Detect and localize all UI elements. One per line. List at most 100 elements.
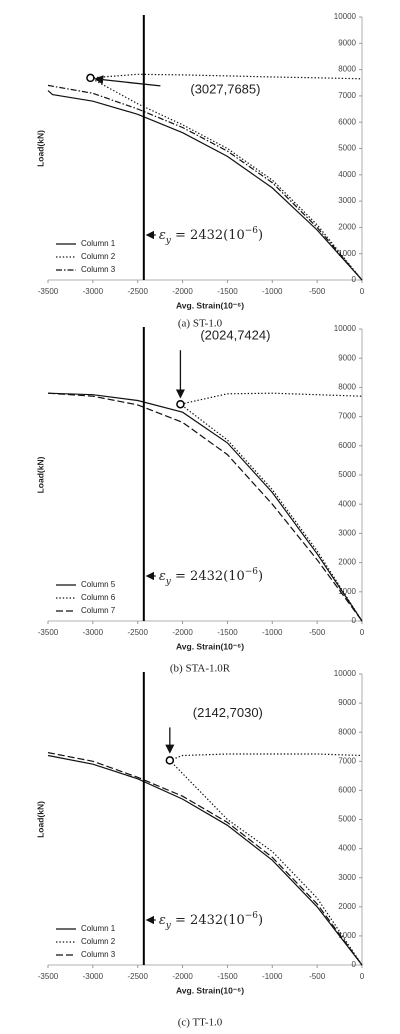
x-tick-label: -1500 [217, 287, 238, 296]
caption: (c) TT-1.0 [178, 1017, 223, 1029]
yield-label-part: ε [159, 569, 166, 584]
legend-label: Column 3 [81, 950, 116, 959]
y-tick-label: 2000 [338, 223, 356, 232]
caption: (a) ST-1.0 [178, 318, 223, 330]
yield-label-part: = 2432(10 [171, 569, 245, 584]
y-tick-label: 2000 [338, 558, 356, 567]
y-tick-label: 1000 [338, 249, 356, 258]
y-tick-label: 0 [352, 616, 357, 625]
peak-marker [165, 756, 175, 765]
yield-label-part: −6 [245, 911, 259, 921]
peak-label: (2024,7424) [200, 328, 270, 343]
yield-label-part: y [165, 577, 172, 587]
x-tick-label: 0 [360, 287, 365, 296]
series-line [47, 392, 363, 622]
x-tick-label: -3500 [38, 628, 59, 637]
x-tick-label: 0 [360, 972, 365, 981]
y-tick-label: 10000 [334, 12, 357, 21]
y-tick-label: 2000 [338, 902, 356, 911]
yield-label-part: ) [258, 913, 263, 928]
y-tick-label: 9000 [338, 38, 356, 47]
y-tick-label: 4000 [338, 170, 356, 179]
caption: (b) STA-1.0R [170, 663, 231, 675]
yield-label: εy = 2432(10−6) [159, 911, 263, 931]
y-tick-label: 10000 [334, 324, 357, 333]
x-tick-label: -3000 [83, 972, 104, 981]
series-line [47, 752, 363, 966]
peak-arrow [94, 75, 161, 87]
yield-label-part: ) [258, 569, 263, 584]
yield-label-part: ε [159, 913, 166, 928]
y-tick-label: 6000 [338, 441, 356, 450]
yield-label-part: y [165, 921, 172, 931]
series-line [47, 84, 363, 281]
x-tick-label: -1000 [262, 628, 283, 637]
yield-label-part: y [165, 236, 172, 246]
y-tick-label: 0 [352, 960, 357, 969]
y-tick-label: 3000 [338, 529, 356, 538]
legend-label: Column 7 [81, 606, 116, 615]
legend-label: Column 1 [81, 239, 116, 248]
y-tick-label: 5000 [338, 144, 356, 153]
y-tick-label: 1000 [338, 931, 356, 940]
x-tick-label: -3500 [38, 287, 59, 296]
x-tick-label: -2500 [127, 287, 148, 296]
y-tick-label: 1000 [338, 587, 356, 596]
series-line [47, 90, 363, 281]
x-tick-label: -2500 [127, 972, 148, 981]
legend-label: Column 2 [81, 937, 116, 946]
y-axis-title: Load(kN) [35, 801, 45, 838]
series-line [168, 753, 363, 966]
x-axis-title: Avg. Strain(10⁻⁶) [176, 641, 244, 651]
yield-label-part: ε [159, 228, 166, 243]
x-tick-label: -1500 [217, 628, 238, 637]
y-tick-label: 5000 [338, 470, 356, 479]
yield-label-part: ) [258, 228, 263, 243]
y-tick-label: 8000 [338, 65, 356, 74]
legend-label: Column 2 [81, 252, 116, 261]
yield-label: εy = 2432(10−6) [159, 567, 263, 587]
x-tick-label: -500 [309, 628, 326, 637]
y-tick-label: 0 [352, 275, 357, 284]
x-axis-title: Avg. Strain(10⁻⁶) [176, 300, 244, 310]
legend-label: Column 1 [81, 924, 116, 933]
series-line [179, 392, 363, 622]
y-tick-label: 6000 [338, 117, 356, 126]
peak-label: (3027,7685) [190, 81, 260, 96]
series-line [47, 754, 363, 966]
legend-label: Column 5 [81, 580, 116, 589]
x-tick-label: -2000 [172, 287, 193, 296]
x-tick-label: -3500 [38, 972, 59, 981]
series-line [47, 392, 363, 622]
y-tick-label: 5000 [338, 815, 356, 824]
x-tick-label: -1500 [217, 972, 238, 981]
x-tick-label: -2000 [172, 628, 193, 637]
yield-label-part: −6 [245, 567, 259, 577]
series-line [88, 73, 363, 281]
x-tick-label: -3000 [83, 628, 104, 637]
x-tick-label: -500 [309, 972, 326, 981]
y-tick-label: 3000 [338, 196, 356, 205]
y-tick-label: 8000 [338, 727, 356, 736]
y-tick-label: 3000 [338, 873, 356, 882]
y-tick-label: 7000 [338, 756, 356, 765]
peak-marker [86, 73, 95, 83]
x-tick-label: -3000 [83, 287, 104, 296]
yield-label-part: = 2432(10 [171, 228, 245, 243]
legend-label: Column 6 [81, 593, 116, 602]
y-axis-title: Load(kN) [35, 130, 45, 167]
y-axis-title: Load(kN) [35, 456, 45, 493]
y-tick-label: 6000 [338, 786, 356, 795]
peak-marker [176, 399, 185, 409]
x-tick-label: -1000 [262, 972, 283, 981]
y-tick-label: 7000 [338, 91, 356, 100]
y-tick-label: 4000 [338, 499, 356, 508]
y-tick-label: 4000 [338, 844, 356, 853]
peak-label: (2142,7030) [193, 705, 263, 720]
x-axis-title: Avg. Strain(10⁻⁶) [176, 985, 244, 995]
yield-label: εy = 2432(10−6) [159, 226, 263, 246]
y-tick-label: 10000 [334, 669, 357, 678]
x-tick-label: 0 [360, 628, 365, 637]
x-tick-label: -2500 [127, 628, 148, 637]
x-tick-label: -2000 [172, 972, 193, 981]
